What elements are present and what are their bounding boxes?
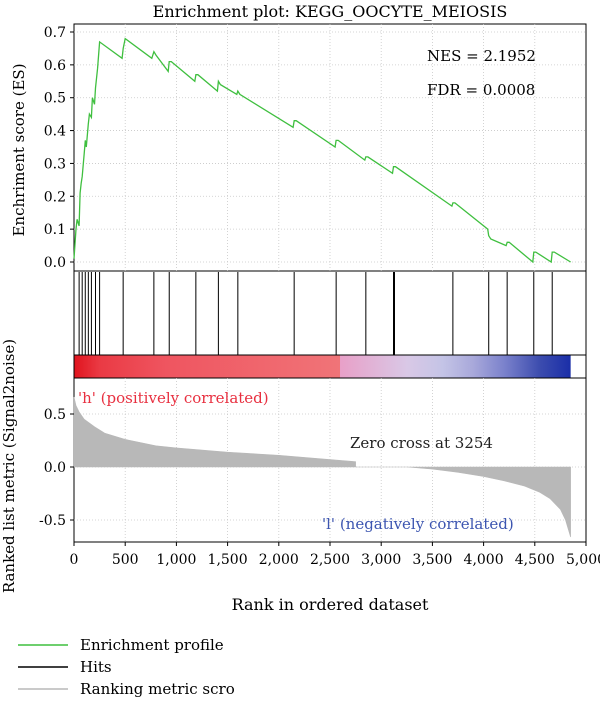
x-tick-label: 5,000: [566, 552, 600, 568]
es-y-tick-label: 0.0: [44, 255, 66, 271]
es-line-group: [73, 37, 571, 264]
heatmap-group: [73, 354, 587, 379]
x-tick-label: 3,000: [361, 552, 401, 568]
legend-label-enrichment: Enrichment profile: [80, 636, 224, 654]
legend-label-hits: Hits: [80, 658, 112, 676]
x-tick-label: 1,500: [208, 552, 248, 568]
x-tick-label: 0: [70, 552, 79, 568]
x-tick-label: 4,000: [464, 552, 504, 568]
es-y-tick-label: 0.6: [44, 58, 66, 74]
hits-group: [78, 272, 553, 355]
positive-correlation-label: 'h' (positively correlated): [78, 389, 269, 407]
es-y-tick-label: 0.1: [44, 222, 66, 238]
es-y-tick-label: 0.3: [44, 156, 66, 172]
metric-area-group: [73, 396, 571, 538]
ranking-heatmap-bar: [74, 355, 571, 378]
x-axis-label: Rank in ordered dataset: [232, 595, 429, 614]
metric-y-axis-label: Ranked list metric (Signal2noise): [0, 339, 18, 593]
hits-panel-frame: [73, 270, 587, 356]
es-y-tick-label: 0.2: [44, 189, 66, 205]
x-tick-label: 3,500: [412, 552, 452, 568]
es-y-axis-label: Enchriment score (ES): [10, 63, 28, 236]
es-y-ticks: 0.0 0.1 0.2 0.3 0.4 0.5 0.6 0.7: [44, 25, 74, 271]
nes-annotation: NES = 2.1952: [427, 47, 536, 65]
es-y-tick-label: 0.5: [44, 91, 66, 107]
chart-title: Enrichment plot: KEGG_OOCYTE_MEIOSIS: [153, 2, 508, 21]
metric-y-tick-label: 0.0: [44, 460, 66, 476]
fdr-annotation: FDR = 0.0008: [427, 81, 535, 99]
metric-y-tick-label: -0.5: [39, 513, 66, 529]
es-y-tick-label: 0.7: [44, 25, 66, 41]
ranking-metric-area: [73, 396, 571, 538]
zero-cross-label: Zero cross at 3254: [350, 434, 493, 452]
enrichment-profile-line: [73, 37, 571, 264]
x-tick-label: 500: [112, 552, 139, 568]
x-tick-label: 2,500: [310, 552, 350, 568]
legend-label-ranking-metric: Ranking metric scro: [80, 680, 235, 698]
es-y-tick-label: 0.4: [44, 124, 66, 140]
x-tick-label: 2,000: [259, 552, 299, 568]
x-tick-label: 4,500: [515, 552, 555, 568]
x-ticks: 0 500 1,000 1,500 2,000 2,500 3,000 3,500 4,000 4…: [70, 542, 600, 568]
legend: Enrichment profile Hits Ranking metric s…: [18, 636, 235, 698]
x-tick-label: 1,000: [156, 552, 196, 568]
es-grid: [74, 24, 586, 271]
metric-y-ticks: -0.5 0.0 0.5: [39, 407, 74, 529]
negative-correlation-label: 'l' (negatively correlated): [322, 515, 514, 533]
metric-y-tick-label: 0.5: [44, 407, 66, 423]
